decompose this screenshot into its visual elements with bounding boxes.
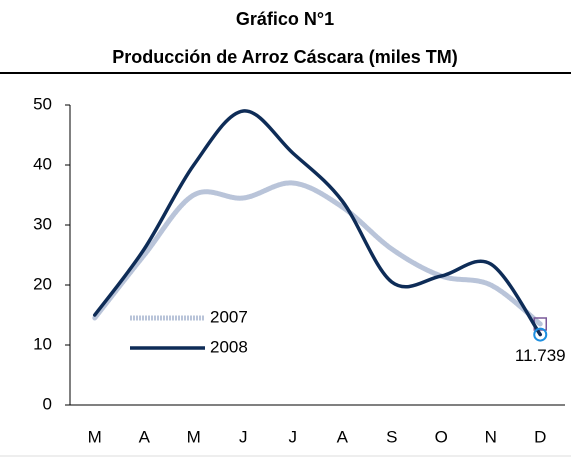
- legend-label: 2007: [210, 307, 248, 326]
- x-tick-label: A: [337, 427, 349, 446]
- x-tick-label: D: [534, 427, 546, 446]
- x-tick-label: M: [187, 427, 201, 446]
- y-tick-label: 0: [43, 394, 52, 413]
- y-tick-label: 40: [33, 154, 52, 173]
- chart-subtitle: Producción de Arroz Cáscara (miles TM): [112, 47, 457, 67]
- series-line: [93, 109, 542, 337]
- x-tick-label: J: [289, 427, 298, 446]
- data-label: 11.739: [515, 346, 566, 365]
- series-line: [92, 180, 543, 327]
- x-tick-label: O: [435, 427, 448, 446]
- y-tick-label: 30: [33, 214, 52, 233]
- x-tick-label: A: [139, 427, 151, 446]
- x-tick-label: S: [386, 427, 397, 446]
- x-tick-label: J: [239, 427, 248, 446]
- x-tick-label: N: [485, 427, 497, 446]
- x-tick-label: M: [88, 427, 102, 446]
- legend-label: 2008: [210, 337, 248, 356]
- end-marker: [533, 327, 548, 342]
- y-tick-label: 10: [33, 334, 52, 353]
- y-tick-label: 20: [33, 274, 52, 293]
- chart-title: Gráfico N°1: [236, 9, 334, 29]
- y-tick-label: 50: [33, 94, 52, 113]
